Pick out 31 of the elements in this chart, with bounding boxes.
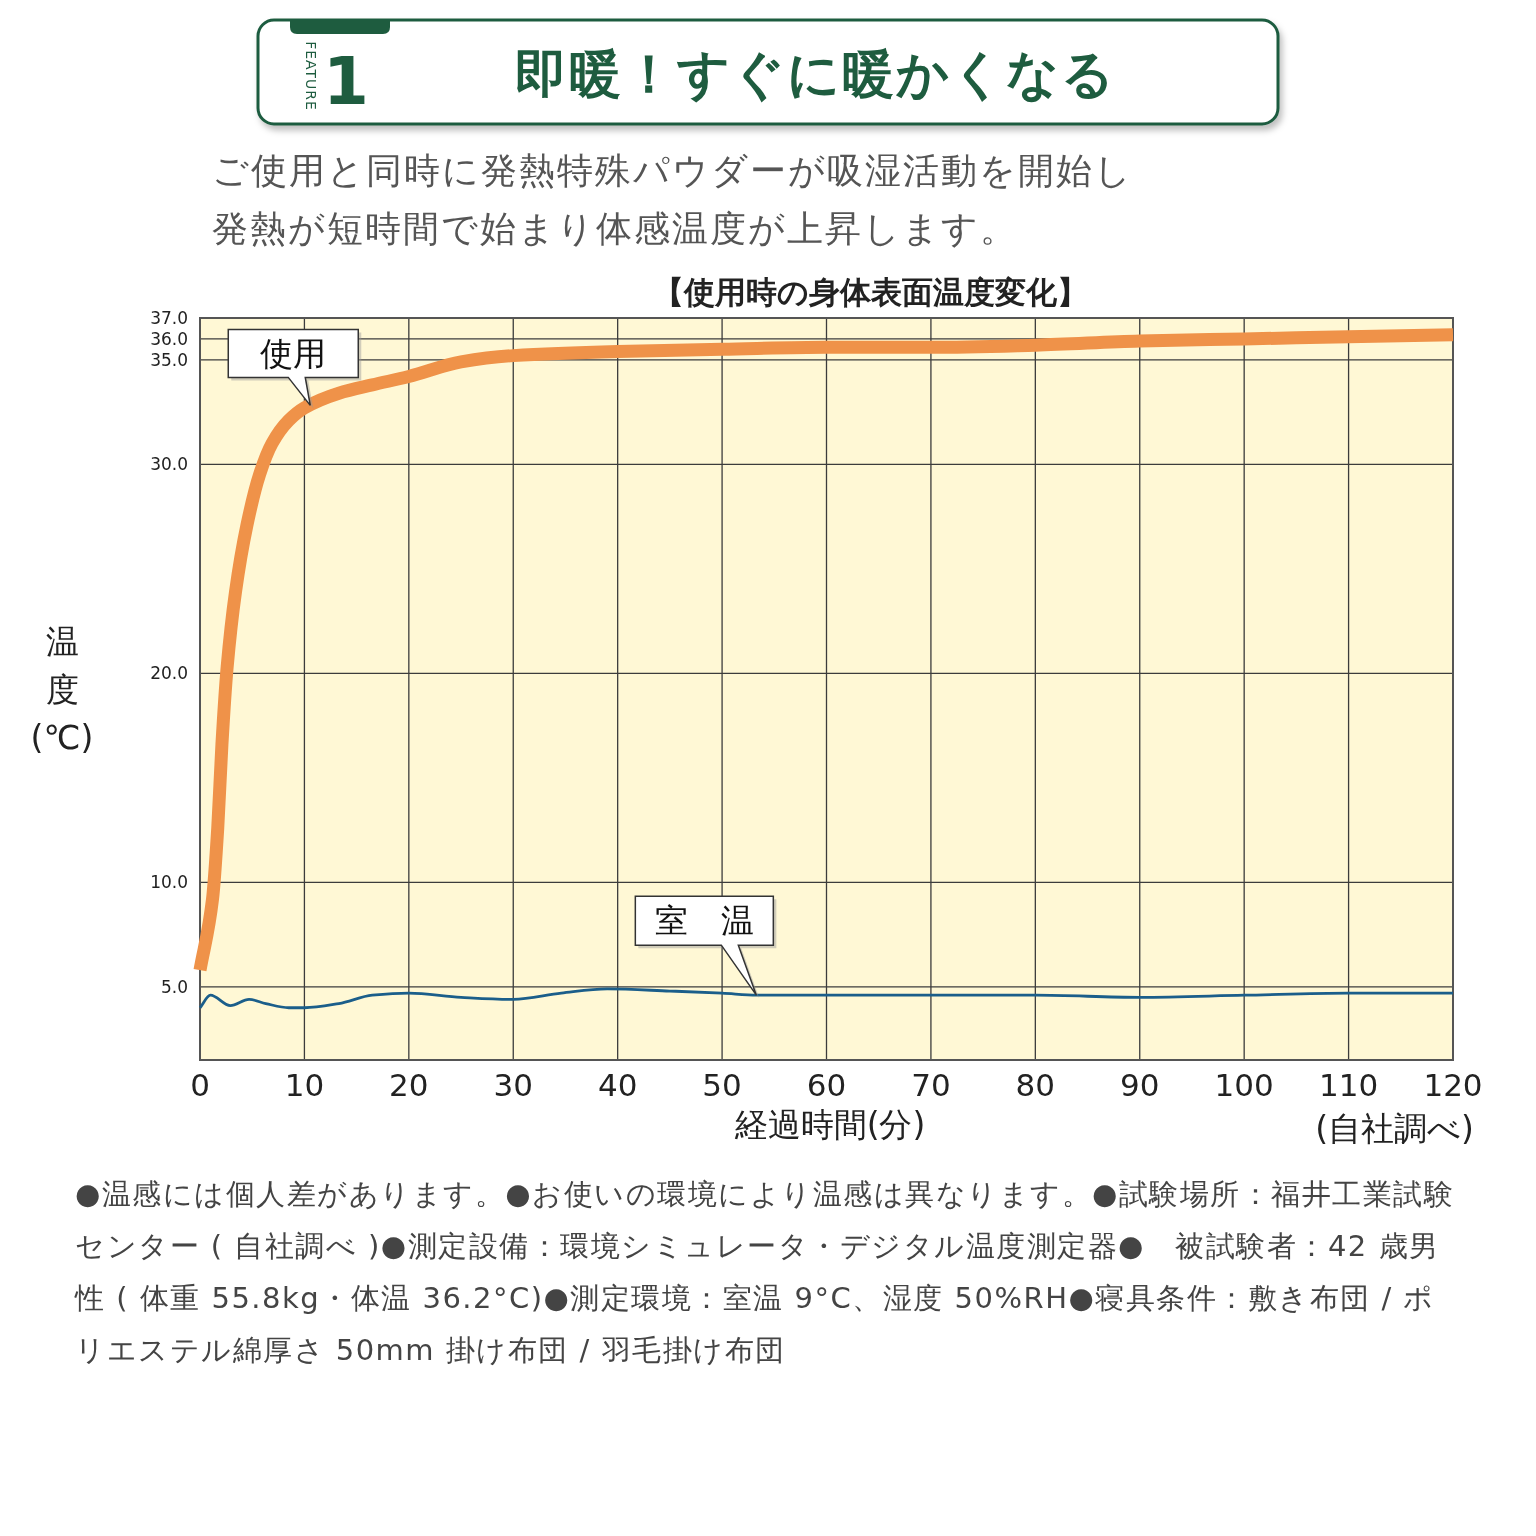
series-label: 使用 [260, 333, 327, 373]
x-tick-label: 100 [1214, 1067, 1274, 1103]
x-tick-label: 90 [1120, 1067, 1160, 1103]
text: 1 [323, 43, 369, 120]
x-tick-label: 20 [389, 1067, 429, 1103]
y-tick-label: 20.0 [150, 663, 188, 684]
x-tick-label: 60 [806, 1067, 847, 1103]
text: 【使用時の身体表面温度変化】 [652, 274, 1088, 310]
x-tick-label: 80 [1015, 1067, 1056, 1103]
chart-subtitle: ご使用と同時に発熱特殊パウダーが吸湿活動を開始し発熱が短時間で始まり体感温度が上昇します。 [212, 149, 1134, 251]
y-tick-label: 36.0 [150, 328, 188, 349]
x-tick-label: 40 [597, 1067, 638, 1103]
x-tick-label: 30 [493, 1067, 533, 1103]
y-tick-label: 37.0 [150, 308, 188, 328]
y-tick-label: 10.0 [150, 872, 188, 893]
text: (自社調べ) [1315, 1109, 1474, 1148]
chart-title: 即暖！すぐに暖かくなる [514, 44, 1116, 104]
series-label: 室 温 [654, 901, 754, 941]
x-tick-label: 120 [1423, 1067, 1483, 1103]
x-tick-label: 0 [190, 1067, 210, 1103]
text: FEATURE [303, 41, 319, 111]
y-axis-title: 温度(℃) [30, 621, 94, 757]
x-tick-label: 70 [911, 1067, 951, 1103]
y-tick-label: 30.0 [150, 454, 188, 475]
text: ●温感には個人差があります。●お使いの環境により温感は異なります。●試験場所：福井工業試験センター ( 自社調べ )●測定設備：環境シミュレータ・デジタル温度測定器● 被試験者：42 歳男性 ( 体重 55.8kg・体温 36.2°C)●測定環境：室温 9°C、湿度 50%RH●寝具条件：敷き布団 / ポリエステル綿厚さ 50mm 掛け布団 / 羽毛掛け布団 [75, 1176, 1456, 1369]
y-tick-label: 5.0 [160, 976, 188, 997]
x-tick-label: 50 [702, 1067, 742, 1103]
x-axis-title: 経過時間(分) [733, 1105, 926, 1144]
x-tick-label: 10 [284, 1067, 325, 1103]
y-tick-label: 35.0 [150, 349, 188, 370]
x-tick-label: 110 [1319, 1067, 1379, 1103]
